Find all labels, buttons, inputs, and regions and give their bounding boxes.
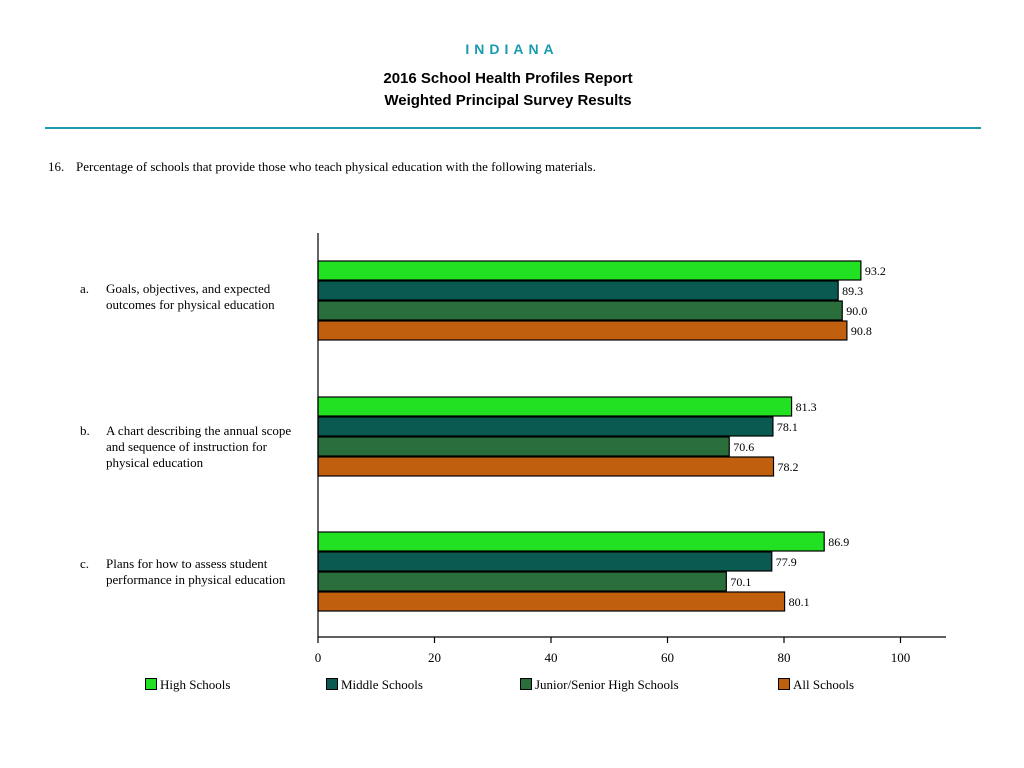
category-text: Plans for how to assess student performa…	[106, 556, 286, 587]
report-title: 2016 School Health Profiles Report	[383, 70, 633, 87]
bar	[317, 571, 727, 592]
bar	[317, 320, 848, 341]
header-divider	[45, 127, 981, 129]
legend-item-junior-senior-high-schools: Junior/Senior High Schools	[520, 677, 679, 693]
legend-swatch	[778, 678, 790, 690]
data-label: 78.1	[777, 420, 798, 434]
legend-swatch	[326, 678, 338, 690]
question-number: 16.	[48, 159, 65, 174]
data-label: 70.1	[730, 575, 751, 589]
legend-swatch	[145, 678, 157, 690]
state-name: INDIANA	[465, 41, 559, 57]
x-tick-label: 80	[778, 650, 791, 665]
bar	[317, 551, 773, 572]
bar	[317, 300, 843, 321]
bar	[317, 456, 775, 477]
data-label: 89.3	[842, 284, 863, 298]
report-subtitle: Weighted Principal Survey Results	[384, 92, 632, 109]
legend-item-middle-schools: Middle Schools	[326, 677, 423, 693]
data-label: 80.1	[789, 595, 810, 609]
x-tick-label: 100	[891, 650, 911, 665]
bar	[317, 416, 774, 437]
data-label: 93.2	[865, 264, 886, 278]
legend-item-high-schools: High Schools	[145, 677, 230, 693]
question: 16. Percentage of schools that provide th…	[48, 159, 596, 175]
bar	[317, 280, 839, 301]
legend-item-all-schools: All Schools	[778, 677, 854, 693]
bar	[317, 260, 862, 281]
legend-label: Middle Schools	[341, 677, 423, 692]
data-label: 77.9	[776, 555, 797, 569]
bar	[317, 396, 793, 417]
category-letter: b.	[80, 423, 90, 438]
category-letter: a.	[80, 281, 90, 296]
bar	[317, 591, 786, 612]
bar	[317, 531, 825, 552]
legend-label: High Schools	[160, 677, 231, 692]
question-text: Percentage of schools that provide those…	[76, 159, 596, 174]
x-tick-label: 60	[661, 650, 674, 665]
data-label: 70.6	[733, 440, 754, 454]
category-text: Goals, objectives, and expected outcomes…	[106, 281, 275, 312]
category-text: A chart describing the annual scope and …	[106, 423, 292, 470]
data-label: 81.3	[796, 400, 817, 414]
legend-label: Junior/Senior High Schools	[535, 677, 679, 692]
bar	[317, 436, 730, 457]
x-tick-label: 0	[315, 650, 322, 665]
data-label: 90.0	[846, 304, 867, 318]
legend-swatch	[520, 678, 532, 690]
legend-label: All Schools	[793, 677, 855, 692]
x-tick-label: 20	[428, 650, 441, 665]
data-label: 86.9	[828, 535, 849, 549]
data-label: 90.8	[851, 324, 872, 338]
data-label: 78.2	[778, 460, 799, 474]
x-tick-label: 40	[545, 650, 558, 665]
category-letter: c.	[80, 556, 90, 571]
